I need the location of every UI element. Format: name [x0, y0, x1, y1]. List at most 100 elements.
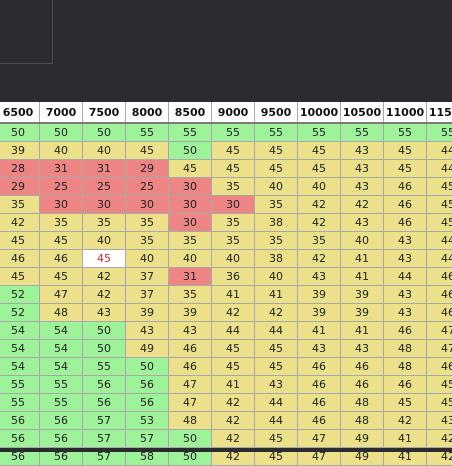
column-header[interactable]: 6500	[0, 102, 40, 123]
grid-cell[interactable]: 39	[341, 304, 384, 322]
grid-cell[interactable]: 45	[384, 394, 427, 412]
grid-cell[interactable]: 50	[83, 340, 126, 358]
grid-cell[interactable]: 40	[83, 142, 126, 160]
grid-cell[interactable]: 45	[212, 340, 255, 358]
grid-cell[interactable]: 40	[212, 250, 255, 268]
grid-cell[interactable]: 43	[384, 286, 427, 304]
grid-cell[interactable]: 54	[40, 358, 83, 376]
column-header[interactable]: 10000	[298, 102, 341, 123]
grid-cell[interactable]: 50	[0, 123, 40, 142]
grid-cell[interactable]: 53	[126, 412, 169, 430]
grid-cell[interactable]: 50	[169, 430, 212, 448]
grid-cell[interactable]: 40	[40, 142, 83, 160]
grid-cell[interactable]: 43	[384, 304, 427, 322]
grid-cell[interactable]: 48	[341, 394, 384, 412]
grid-cell[interactable]: 30	[169, 178, 212, 196]
column-header[interactable]: 8500	[169, 102, 212, 123]
grid-cell[interactable]: 25	[83, 178, 126, 196]
grid-cell[interactable]: 45	[298, 160, 341, 178]
column-header[interactable]: 10500	[341, 102, 384, 123]
grid-cell[interactable]: 39	[0, 142, 40, 160]
grid-cell[interactable]: 44	[427, 160, 452, 178]
grid-cell[interactable]: 40	[126, 250, 169, 268]
grid-cell[interactable]: 54	[0, 358, 40, 376]
grid-cell[interactable]: 44	[427, 250, 452, 268]
grid-cell[interactable]: 49	[341, 430, 384, 448]
grid-cell[interactable]: 45	[298, 142, 341, 160]
grid-cell[interactable]: 49	[126, 340, 169, 358]
grid-cell[interactable]: 57	[83, 412, 126, 430]
grid-cell[interactable]: 50	[169, 142, 212, 160]
grid-cell[interactable]: 56	[0, 430, 40, 448]
grid-cell[interactable]: 44	[427, 142, 452, 160]
grid-cell[interactable]: 35	[40, 214, 83, 232]
grid-cell[interactable]: 47	[169, 376, 212, 394]
grid-cell[interactable]: 43	[341, 178, 384, 196]
grid-cell[interactable]: 39	[169, 304, 212, 322]
grid-cell[interactable]: 35	[212, 178, 255, 196]
grid-cell[interactable]: 50	[83, 322, 126, 340]
grid-cell[interactable]: 46	[341, 358, 384, 376]
grid-cell[interactable]: 41	[212, 286, 255, 304]
grid-cell[interactable]: 42	[212, 412, 255, 430]
grid-cell[interactable]: 25	[40, 178, 83, 196]
grid-cell[interactable]: 35	[212, 232, 255, 250]
grid-cell[interactable]: 29	[0, 178, 40, 196]
grid-cell[interactable]: 42	[0, 214, 40, 232]
grid-cell[interactable]: 44	[384, 268, 427, 286]
grid-cell[interactable]: 42	[341, 196, 384, 214]
grid-cell[interactable]: 39	[298, 286, 341, 304]
column-header[interactable]: 8000	[126, 102, 169, 123]
grid-cell[interactable]: 30	[212, 196, 255, 214]
grid-cell[interactable]: 25	[126, 178, 169, 196]
grid-cell[interactable]: 41	[384, 430, 427, 448]
grid-cell[interactable]: 48	[40, 304, 83, 322]
grid-cell[interactable]: 54	[40, 340, 83, 358]
column-header[interactable]: 9000	[212, 102, 255, 123]
grid-cell[interactable]: 42	[83, 286, 126, 304]
grid-cell[interactable]: 43	[298, 268, 341, 286]
grid-cell[interactable]: 41	[341, 268, 384, 286]
grid-cell[interactable]: 46	[169, 340, 212, 358]
grid-cell[interactable]: 54	[0, 322, 40, 340]
grid-cell[interactable]: 54	[40, 322, 83, 340]
grid-cell[interactable]: 45	[427, 196, 452, 214]
grid-cell[interactable]: 35	[298, 232, 341, 250]
grid-cell[interactable]: 41	[341, 250, 384, 268]
grid-cell[interactable]: 45	[255, 142, 298, 160]
grid-cell[interactable]: 46	[427, 286, 452, 304]
grid-cell[interactable]: 45	[212, 142, 255, 160]
grid-cell[interactable]: 46	[298, 412, 341, 430]
grid-cell[interactable]: 55	[126, 123, 169, 142]
grid-cell[interactable]: 45	[427, 178, 452, 196]
grid-cell[interactable]: 45	[212, 160, 255, 178]
grid-cell[interactable]: 41	[298, 322, 341, 340]
grid-cell[interactable]: 45	[427, 376, 452, 394]
grid-cell[interactable]: 42	[212, 394, 255, 412]
grid-cell[interactable]: 54	[0, 340, 40, 358]
column-header[interactable]: 9500	[255, 102, 298, 123]
grid-cell[interactable]: 55	[0, 376, 40, 394]
grid-cell[interactable]: 43	[341, 214, 384, 232]
grid-cell[interactable]: 55	[384, 123, 427, 142]
grid-cell[interactable]: 44	[255, 394, 298, 412]
grid-cell[interactable]: 42	[255, 304, 298, 322]
grid-cell[interactable]: 48	[384, 340, 427, 358]
grid-cell[interactable]: 46	[427, 304, 452, 322]
grid-cell[interactable]: 37	[126, 286, 169, 304]
grid-cell[interactable]: 30	[169, 214, 212, 232]
grid-cell[interactable]: 45	[0, 232, 40, 250]
grid-cell[interactable]: 56	[126, 376, 169, 394]
grid-cell[interactable]: 43	[341, 340, 384, 358]
grid-cell[interactable]: 43	[298, 340, 341, 358]
grid-cell[interactable]: 47	[169, 394, 212, 412]
grid-cell[interactable]: 42	[384, 412, 427, 430]
grid-cell[interactable]: 56	[126, 394, 169, 412]
grid-cell[interactable]: 50	[40, 123, 83, 142]
grid-cell[interactable]: 31	[169, 268, 212, 286]
grid-cell[interactable]: 46	[169, 358, 212, 376]
grid-cell[interactable]: 48	[384, 358, 427, 376]
grid-cell[interactable]: 44	[427, 232, 452, 250]
grid-cell[interactable]: 52	[0, 304, 40, 322]
grid-cell[interactable]: 55	[83, 358, 126, 376]
